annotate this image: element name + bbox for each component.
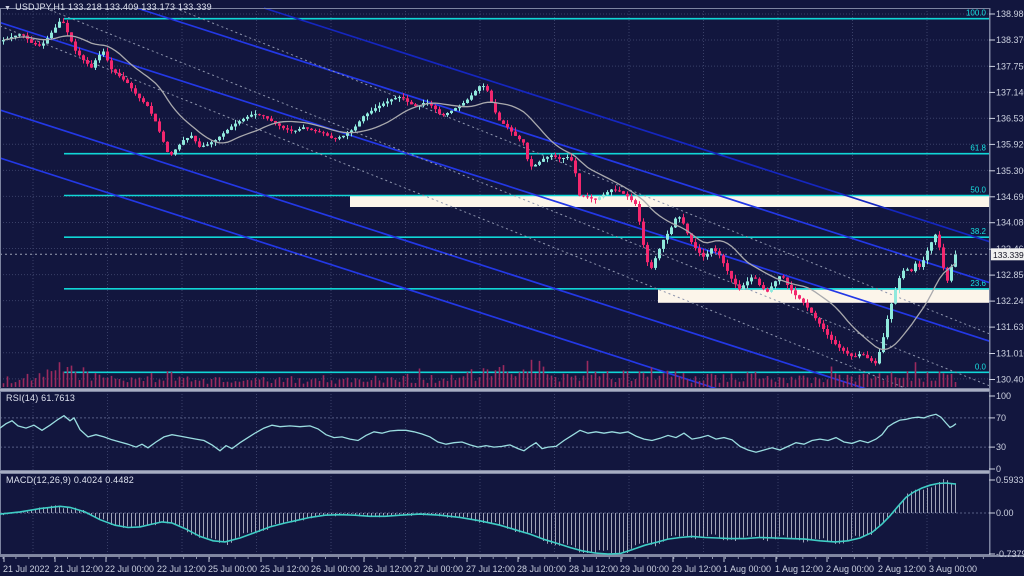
time-axis-label: 25 Jul 00:00 [208,564,257,574]
chart-title-row: ▼ USDJPY,H1 133.218 133.409 133.173 133.3… [4,2,212,12]
time-axis-label: 21 Jul 2022 [3,564,50,574]
time-axis-label: 28 Jul 00:00 [517,564,566,574]
rsi-axis-label: 70 [996,413,1006,423]
current-price-label: 133.339 [993,250,1024,260]
rsi-axis-label: 100 [996,391,1011,401]
chart-title: USDJPY,H1 133.218 133.409 133.173 133.33… [15,2,212,12]
time-axis-label: 1 Aug 00:00 [723,564,771,574]
time-axis-label: 21 Jul 12:00 [54,564,103,574]
zones [350,195,990,303]
macd-axis-label: 0.00 [996,508,1014,518]
price-axis-label: 135.300 [996,166,1024,176]
price-axis-label: 134.080 [996,218,1024,228]
moving-average-line[interactable] [3,35,956,351]
fib-label: 0.0 [975,362,987,371]
price-axis-label: 131.010 [996,349,1024,359]
price-axis-label: 138.370 [996,35,1024,45]
time-axis-label: 29 Jul 12:00 [672,564,721,574]
time-axis-label: 26 Jul 00:00 [311,564,360,574]
fib-label: 100.0 [966,9,987,18]
current-price-box: 133.339 [991,248,1024,261]
macd-histogram [3,479,956,553]
time-axis-label: 27 Jul 12:00 [466,564,515,574]
time-axis-label: 22 Jul 00:00 [105,564,154,574]
time-axis-label: 1 Aug 12:00 [775,564,823,574]
price-zone[interactable] [350,195,990,208]
time-axis-label: 27 Jul 00:00 [414,564,463,574]
trendline [136,7,991,284]
trendline [0,109,867,390]
fib-label: 38.2 [970,227,986,236]
channel-trendlines[interactable] [0,7,991,390]
time-axis-label: 22 Jul 12:00 [157,564,206,574]
rsi-axis-label: 0 [996,464,1001,474]
time-axis-label: 2 Aug 12:00 [878,564,926,574]
fib-label: 23.6 [970,279,986,288]
price-axis-label: 136.530 [996,113,1024,123]
macd-indicator-label: MACD(12,26,9) 0.4024 0.4482 [6,475,134,485]
macd-axis-label: -0.7379 [996,549,1024,559]
trendline [0,21,991,343]
dotted-trendlines[interactable] [0,7,991,390]
rsi-axis-label: 30 [996,442,1006,452]
symbol-dropdown-icon[interactable]: ▼ [4,5,12,12]
price-axis-label: 130.400 [996,375,1024,385]
volume-bars [2,359,957,387]
fib-label: 61.8 [970,144,986,153]
price-axis-label: 137.140 [996,87,1024,97]
time-axis[interactable]: 21 Jul 2022 21 Jul 12:00 22 Jul 00:00 22 Ju… [2,557,984,574]
trendline [0,157,718,390]
price-axis-label: 134.690 [996,192,1024,202]
time-axis-label: 26 Jul 12:00 [363,564,412,574]
candles[interactable] [2,18,957,366]
trendline [263,7,991,243]
time-axis-label: 25 Jul 12:00 [260,564,309,574]
price-axis-label: 138.980 [996,9,1024,19]
rsi-line[interactable] [0,413,957,453]
fib-label: 50.0 [970,186,986,195]
time-axis-label: 29 Jul 00:00 [620,564,669,574]
price-axis-label: 132.240 [996,296,1024,306]
time-axis-label: 28 Jul 12:00 [569,564,618,574]
rsi-indicator-label: RSI(14) 61.7613 [6,393,76,403]
price-axis-label: 131.630 [996,322,1024,332]
price-zone[interactable] [658,289,990,303]
macd-signal-line[interactable] [0,482,957,555]
price-axis-label: 135.920 [996,139,1024,149]
macd-axis-label: 0.5933 [996,475,1024,485]
right-axis[interactable]: 138.980 138.370 137.750 137.140 136.530 135.9… [989,8,1024,559]
time-axis-label: 2 Aug 00:00 [826,564,874,574]
price-axis-label: 132.850 [996,270,1024,280]
dotted-trendline [174,7,991,335]
time-axis-label: 3 Aug 00:00 [929,564,977,574]
price-axis-label: 137.750 [996,61,1024,71]
